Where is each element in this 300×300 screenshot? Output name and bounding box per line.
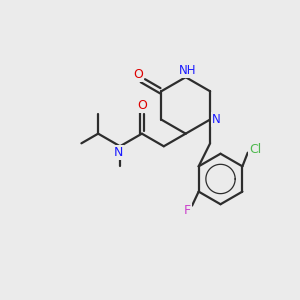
Text: Cl: Cl: [249, 143, 261, 156]
Text: N: N: [212, 113, 221, 126]
Text: NH: NH: [178, 64, 196, 77]
Text: O: O: [137, 99, 147, 112]
Text: N: N: [114, 146, 123, 159]
Text: F: F: [184, 203, 191, 217]
Text: O: O: [134, 68, 143, 81]
